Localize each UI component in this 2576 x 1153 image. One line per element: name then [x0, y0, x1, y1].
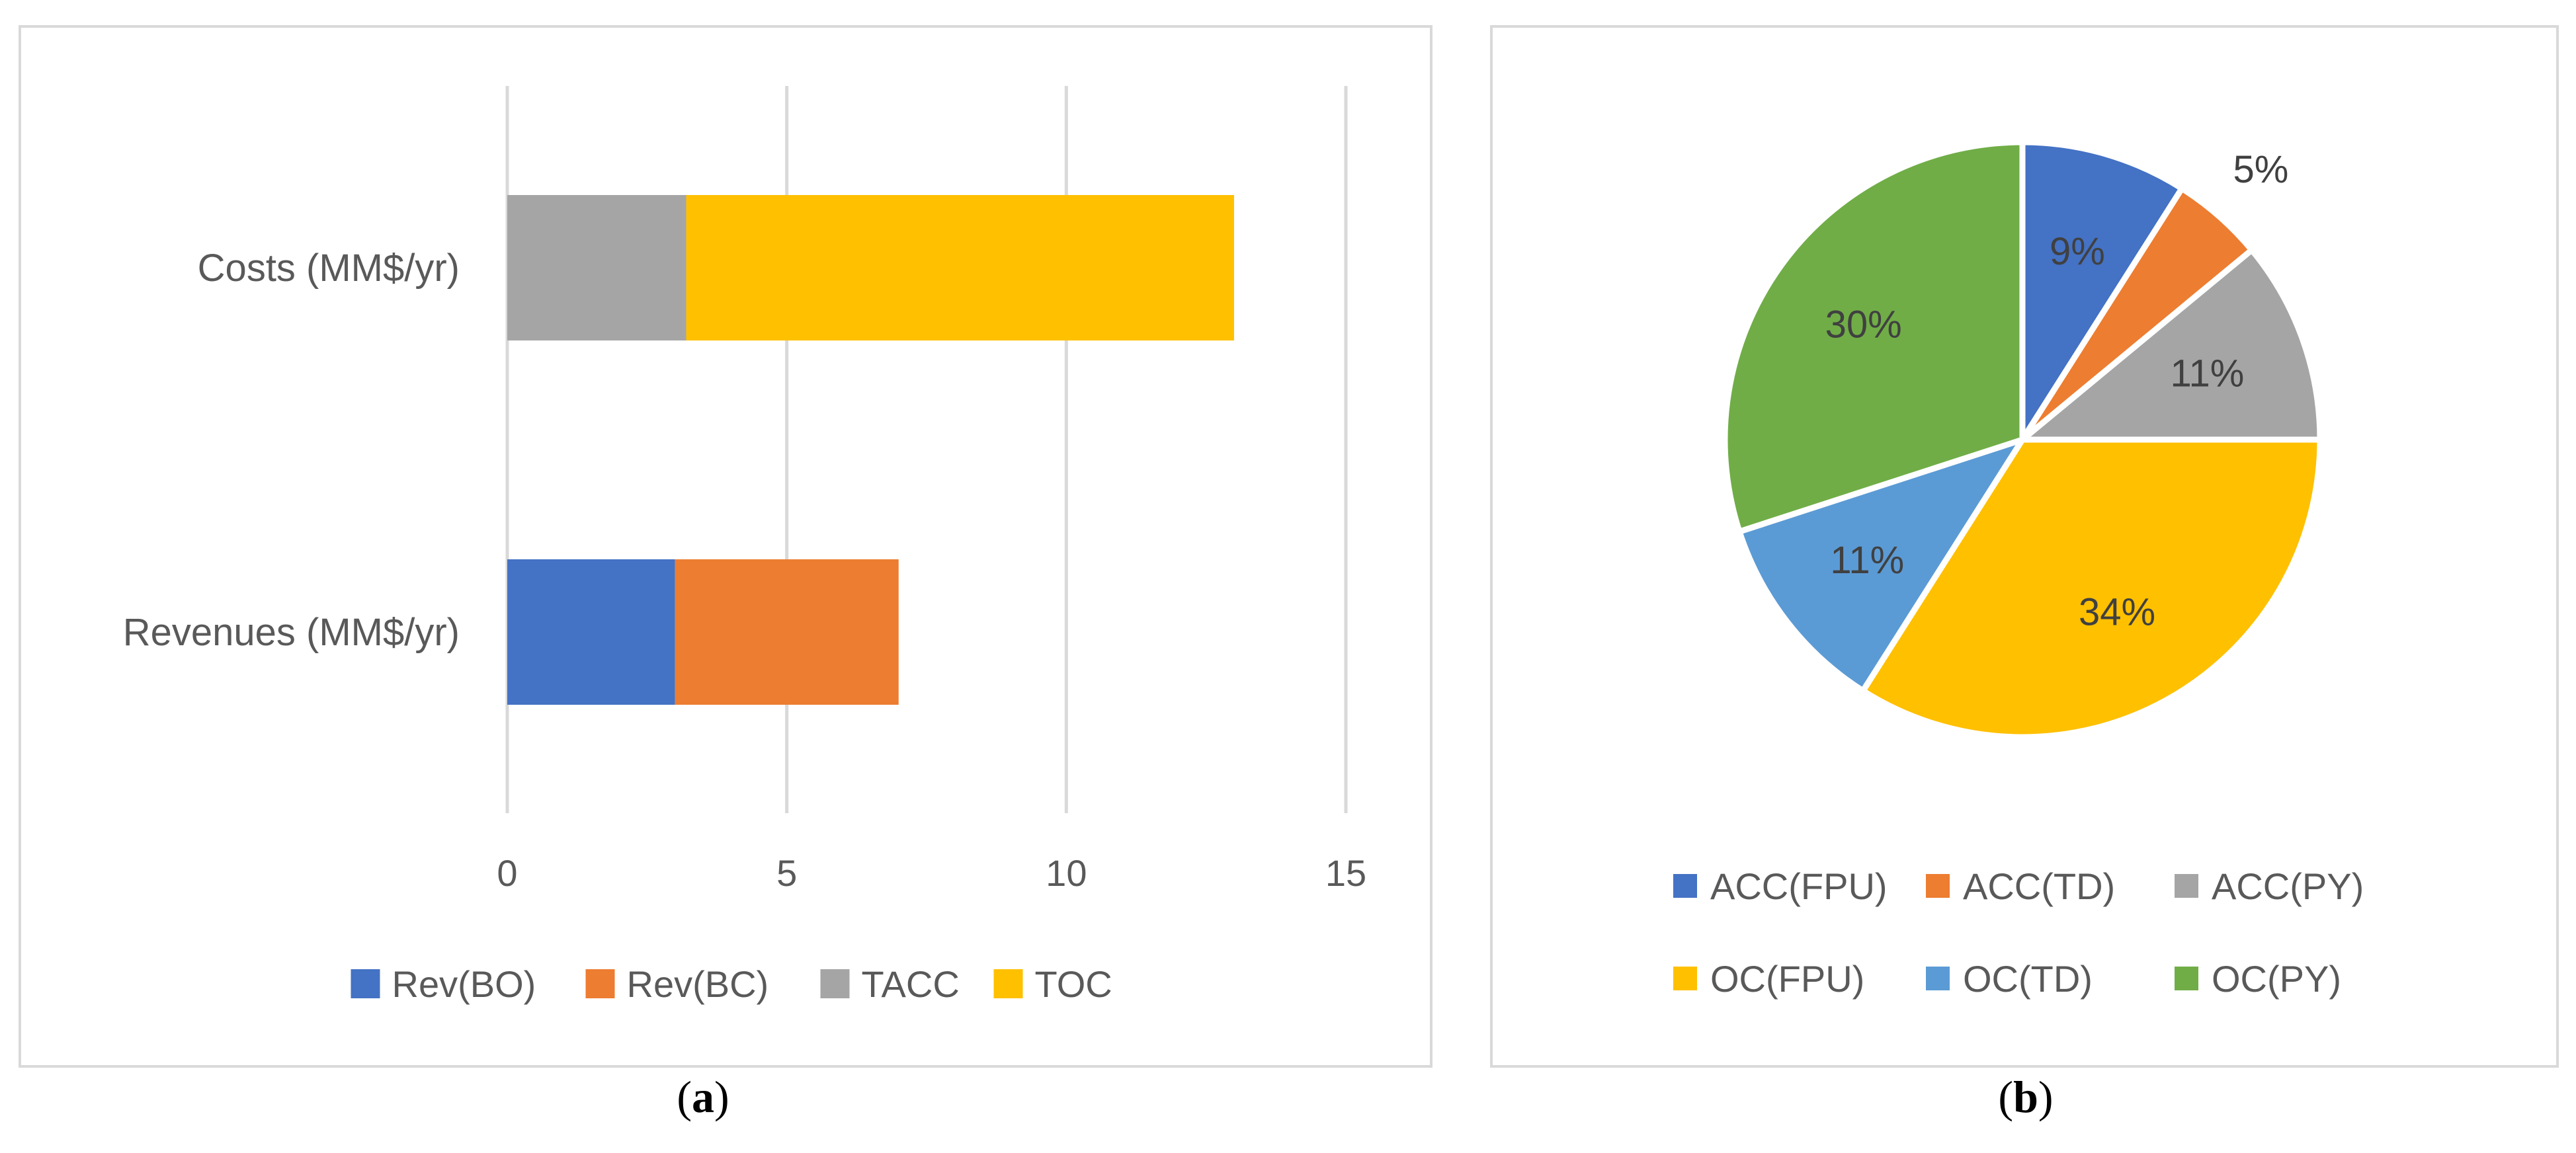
pie-slice-acc-fpu	[2019, 139, 2185, 443]
pie-label-oc-fpu: 34%	[2079, 590, 2155, 633]
pie-slice-acc-py	[2019, 247, 2323, 443]
caption-b-letter: b	[2013, 1072, 2038, 1122]
legend-label-acc-td: ACC(TD)	[1963, 865, 2115, 907]
pie-slice-oc-td	[1736, 436, 2026, 694]
pie-slice-oc-py	[1722, 139, 2026, 535]
category-label-revenues-mm-yr: Revenues (MM$/yr)	[123, 611, 460, 654]
legend-swatch-rev-bc	[585, 969, 615, 998]
bar-toc-costs-mm-yr	[686, 195, 1234, 340]
legend-swatch-toc	[993, 969, 1023, 998]
legend-swatch-tacc	[820, 969, 850, 998]
legend-label-acc-fpu: ACC(FPU)	[1710, 865, 1888, 907]
legend-swatch-acc-fpu	[1673, 874, 1697, 898]
legend-swatch-oc-fpu	[1673, 967, 1697, 990]
caption-a: (a)	[677, 1072, 729, 1122]
legend-swatch-oc-py	[2175, 967, 2198, 990]
legend-swatch-oc-td	[1926, 967, 1950, 990]
legend-label-oc-td: OC(TD)	[1963, 958, 2093, 1000]
bar-rev-bo-revenues-mm-yr	[507, 559, 675, 705]
legend-label-toc: TOC	[1035, 963, 1112, 1005]
legend-label-oc-py: OC(PY)	[2212, 958, 2341, 1000]
x-tick-label-10: 10	[1046, 852, 1087, 894]
x-tick-label-5: 5	[776, 852, 797, 894]
legend-label-rev-bo: Rev(BO)	[392, 963, 536, 1005]
caption-a-letter: a	[692, 1072, 714, 1122]
legend-label-acc-py: ACC(PY)	[2212, 865, 2364, 907]
x-tick-label-0: 0	[497, 852, 517, 894]
bar-tacc-costs-mm-yr	[507, 195, 686, 340]
legend-label-rev-bc: Rev(BC)	[627, 963, 769, 1005]
pie-label-acc-td: 5%	[2233, 148, 2289, 191]
pie-label-oc-py: 30%	[1825, 303, 1902, 346]
legend-swatch-acc-py	[2175, 874, 2198, 898]
bar-rev-bc-revenues-mm-yr	[675, 559, 899, 705]
caption-b: (b)	[1998, 1072, 2054, 1122]
legend-swatch-acc-td	[1926, 874, 1950, 898]
legend-label-tacc: TACC	[862, 963, 960, 1005]
pie-label-acc-py: 11%	[2171, 352, 2245, 395]
category-label-costs-mm-yr: Costs (MM$/yr)	[198, 247, 460, 290]
chart-a-frame	[19, 25, 1433, 1068]
x-tick-label-15: 15	[1325, 852, 1366, 894]
legend-swatch-rev-bo	[351, 969, 380, 998]
pie-label-acc-fpu: 9%	[2050, 230, 2105, 273]
legend-label-oc-fpu: OC(FPU)	[1710, 958, 1864, 1000]
pie-label-oc-td: 11%	[1830, 539, 1904, 582]
